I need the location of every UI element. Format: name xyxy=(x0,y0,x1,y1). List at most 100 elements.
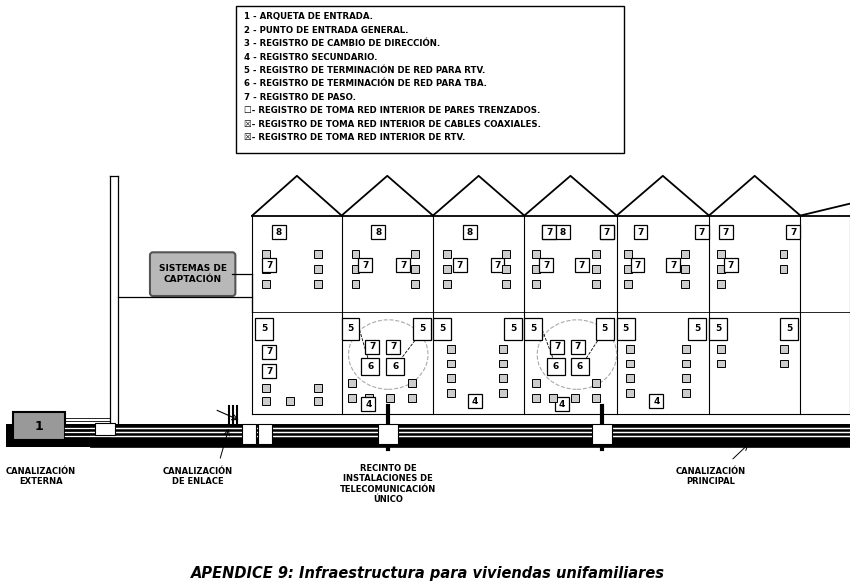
Bar xyxy=(524,318,542,340)
Text: 8: 8 xyxy=(276,228,282,237)
Bar xyxy=(462,225,477,239)
Text: 7: 7 xyxy=(722,228,729,237)
Bar xyxy=(378,424,398,444)
Text: 7: 7 xyxy=(362,260,369,270)
Bar xyxy=(709,318,727,340)
Bar xyxy=(314,385,322,392)
Bar xyxy=(386,395,394,402)
Bar xyxy=(504,318,522,340)
Bar xyxy=(468,395,482,408)
Text: RECINTO DE
INSTALACIONES DE
TELECOMUNICACIÓN
ÚNICO: RECINTO DE INSTALACIONES DE TELECOMUNICA… xyxy=(340,464,436,504)
Bar xyxy=(717,280,725,288)
Bar xyxy=(626,389,633,397)
Bar xyxy=(532,280,541,288)
Bar xyxy=(555,397,569,411)
Bar xyxy=(262,397,270,405)
Text: 6: 6 xyxy=(553,362,559,371)
Bar xyxy=(780,359,789,368)
Bar xyxy=(262,250,270,258)
Text: 4 - REGISTRO SECUNDARIO.: 4 - REGISTRO SECUNDARIO. xyxy=(244,53,377,62)
Bar xyxy=(532,379,541,387)
Bar xyxy=(352,265,360,273)
Text: 5: 5 xyxy=(715,324,721,333)
Text: 7: 7 xyxy=(266,347,272,356)
Bar xyxy=(386,340,400,353)
Bar xyxy=(571,358,589,375)
Text: 5: 5 xyxy=(602,324,608,333)
Bar xyxy=(314,265,322,273)
Bar xyxy=(724,258,738,272)
Bar xyxy=(626,345,633,353)
Bar xyxy=(542,225,556,239)
Bar xyxy=(443,265,451,273)
Bar xyxy=(258,424,272,444)
Text: 3: 3 xyxy=(246,430,252,439)
Bar xyxy=(500,375,507,382)
Bar xyxy=(348,379,355,387)
Bar xyxy=(592,395,600,402)
Bar xyxy=(571,340,585,353)
Text: 5: 5 xyxy=(261,324,267,333)
Bar xyxy=(549,395,557,402)
Bar xyxy=(500,389,507,397)
Text: 6: 6 xyxy=(392,362,399,371)
Bar xyxy=(502,250,510,258)
Bar xyxy=(386,358,404,375)
Text: 7: 7 xyxy=(575,342,581,351)
Bar xyxy=(242,424,256,444)
Bar xyxy=(786,225,801,239)
Bar xyxy=(571,395,579,402)
Bar xyxy=(719,225,733,239)
Bar xyxy=(717,359,725,368)
Text: 1: 1 xyxy=(34,420,43,433)
Bar xyxy=(272,225,286,239)
Text: 5: 5 xyxy=(786,324,792,333)
Bar xyxy=(411,265,419,273)
Bar xyxy=(13,412,65,440)
Text: 8: 8 xyxy=(467,228,473,237)
Text: 7: 7 xyxy=(604,228,610,237)
Bar xyxy=(600,225,614,239)
Bar xyxy=(779,265,787,273)
Bar xyxy=(600,225,614,239)
Bar xyxy=(616,318,635,340)
Text: 7 - REGISTRO DE PASO.: 7 - REGISTRO DE PASO. xyxy=(244,93,356,102)
Bar xyxy=(532,265,541,273)
Text: 6: 6 xyxy=(577,362,583,371)
Bar xyxy=(624,250,632,258)
Bar xyxy=(539,258,553,272)
Text: 5: 5 xyxy=(510,324,517,333)
Bar xyxy=(624,265,632,273)
Bar xyxy=(500,345,507,353)
Text: 7: 7 xyxy=(400,260,406,270)
Bar xyxy=(352,280,360,288)
Text: 7: 7 xyxy=(638,228,643,237)
Bar xyxy=(592,265,600,273)
Bar xyxy=(532,395,541,402)
Bar xyxy=(262,365,276,379)
Text: 5: 5 xyxy=(348,324,354,333)
Text: 4: 4 xyxy=(598,430,604,439)
Text: 8: 8 xyxy=(375,228,382,237)
Text: 5: 5 xyxy=(622,324,629,333)
Text: 4: 4 xyxy=(558,400,565,409)
Bar xyxy=(666,258,680,272)
Bar xyxy=(596,318,614,340)
Text: 6 - REGISTRO DE TERMINACIÓN DE RED PARA TBA.: 6 - REGISTRO DE TERMINACIÓN DE RED PARA … xyxy=(244,79,487,88)
Bar xyxy=(262,265,270,273)
Text: 7: 7 xyxy=(369,342,376,351)
Text: 2: 2 xyxy=(102,439,108,448)
Bar xyxy=(683,389,690,397)
Text: 5 - REGISTRO DE TERMINACIÓN DE RED PARA RTV.: 5 - REGISTRO DE TERMINACIÓN DE RED PARA … xyxy=(244,66,485,75)
Bar xyxy=(447,345,455,353)
Bar xyxy=(780,318,798,340)
Bar xyxy=(408,395,416,402)
Text: ☐- REGISTRO DE TOMA RED INTERIOR DE PARES TRENZADOS.: ☐- REGISTRO DE TOMA RED INTERIOR DE PARE… xyxy=(244,106,541,115)
Bar xyxy=(255,318,273,340)
Text: 5: 5 xyxy=(694,324,700,333)
Bar xyxy=(542,225,556,239)
Bar xyxy=(575,258,589,272)
Bar xyxy=(683,345,690,353)
Bar xyxy=(624,280,632,288)
Bar xyxy=(408,379,416,387)
